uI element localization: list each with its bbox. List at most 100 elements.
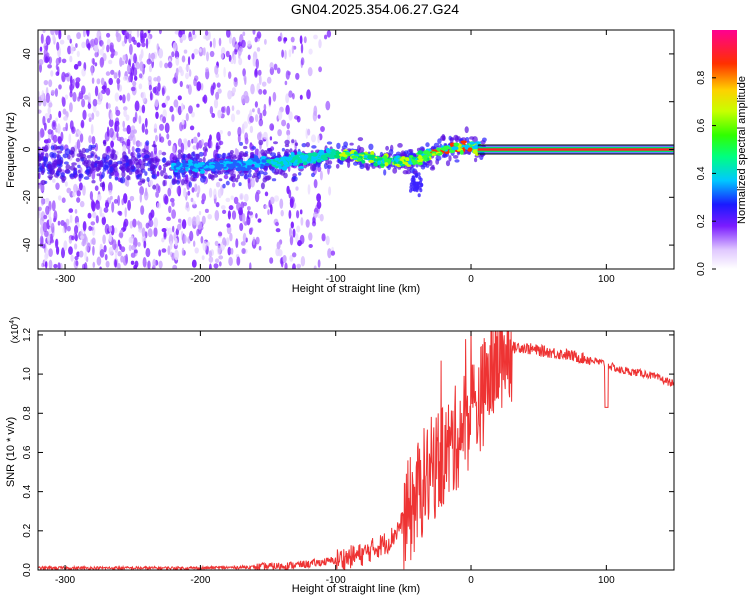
spectrogram-cell [148,65,153,73]
spectrogram-cell [126,92,131,102]
spectrogram-cell [99,57,105,68]
spectrogram-cell [294,142,299,146]
spectrogram-cell [232,159,237,165]
spectrogram-cell [199,170,205,174]
spectrogram-cell [199,162,205,166]
spectrogram-cell [276,241,281,250]
spectrogram-cell [252,108,255,113]
spectrogram-cell [236,109,241,115]
spectrogram-cell [122,120,125,129]
spectrogram-cell [69,173,75,178]
spectrogram-cell [160,170,164,177]
spectrogram-cell [190,197,194,203]
spectrogram-cell [117,239,121,247]
spectrogram-cell [131,36,136,43]
spectrogram-cell [106,126,110,138]
spectrogram-cell [260,155,267,160]
spectrogram-cell [39,152,44,160]
spectrogram-cell [74,243,78,250]
spectrogram-cell [255,58,259,69]
spectrogram-cell [239,141,243,146]
spectrogram-cell [202,240,207,252]
spectrogram-cell [65,122,68,132]
spectrogram-cell [464,126,469,134]
spectrogram-cell [122,94,126,104]
spectrogram-cell [285,104,290,115]
spectrogram-cell [282,255,287,263]
spectrogram-cell [209,140,213,149]
spectrogram-cell [99,48,104,56]
spectrogram-cell [284,143,290,148]
spectrogram-cell [108,181,113,193]
spectrogram-cell [191,111,195,118]
spectrogram-cell [204,168,211,171]
spectrogram-x-ticks: -300 -200 -100 0 100 [55,30,615,285]
spectrogram-cell [448,155,452,162]
spectrogram-cell [311,134,316,143]
spectrogram-cell [71,162,77,166]
spectrogram-cell [155,191,160,198]
spectrogram-cell [172,225,175,233]
spectrogram-cell [144,171,148,176]
spectrogram-cell [64,148,71,156]
spectrogram-cell [419,188,423,193]
spectrogram-cell [56,150,63,154]
spectrogram-cell [369,163,374,167]
spectrogram-cell [258,139,264,146]
spectrogram-cell [102,44,105,51]
spectrogram-cell [453,142,460,147]
spectrogram-cell [262,89,267,95]
spectrogram-cell [109,127,114,138]
spectrogram-cell [145,38,149,49]
spectrogram-cell [226,105,231,116]
spectrogram-cell [167,187,172,197]
spectrogram-cell [250,83,255,95]
spectrogram-cell [187,56,191,66]
spectrogram-cell [272,91,277,102]
spectrogram-cell [50,145,55,151]
spectrogram-cell [316,201,322,209]
spectrogram-cell [193,240,196,247]
spectrogram-cell [108,77,113,86]
spectrogram-cell [65,218,70,226]
spectrogram-cell [176,172,181,180]
snr-scale-close: ) [10,317,21,320]
spectrogram-cell [91,237,96,245]
spectrogram-cell [114,122,117,132]
spectrogram-cell [44,122,47,131]
spectrogram-cell [196,103,200,108]
spectrogram-cell [172,156,178,161]
spectrogram-cell [55,182,60,190]
spectrogram-cell [86,155,92,159]
spectrogram-cell [128,171,133,175]
spectrogram-cell [204,208,209,213]
spectrogram-cell [472,149,478,154]
spectrogram-cell [43,214,48,220]
spectrogram-cell [159,123,164,131]
spectrogram-cell [274,163,282,167]
spectrogram-cell [295,154,299,158]
colorbar-tick-label: 0.4 [696,166,707,180]
spectrogram-cell [228,54,232,63]
spectrogram-cell [265,159,272,162]
spectrogram-cell [196,228,200,237]
spectrogram-cell [150,209,155,218]
spectrogram-cell [58,30,62,40]
spectrogram-cell [256,189,261,195]
spectrogram-cell [275,228,281,233]
spectrogram-cell [181,219,187,230]
spectrogram-cell [49,168,55,176]
snr-ylabel: SNR (10 * v/v) [5,417,17,487]
spectrogram-cell [115,117,120,125]
colorbar-gradient [712,30,737,269]
spectrogram-cell [40,179,46,186]
spectrogram-cell [39,183,45,192]
spectrogram-cell [264,204,269,209]
spectrogram-cell [139,61,144,72]
spectrogram-cell [81,98,86,108]
spectrogram-cell [208,256,214,263]
spectrogram-cell [156,170,160,177]
spectrogram-cell [81,68,86,77]
spectrogram-cell [39,128,45,138]
spectrogram-cell [290,151,295,156]
